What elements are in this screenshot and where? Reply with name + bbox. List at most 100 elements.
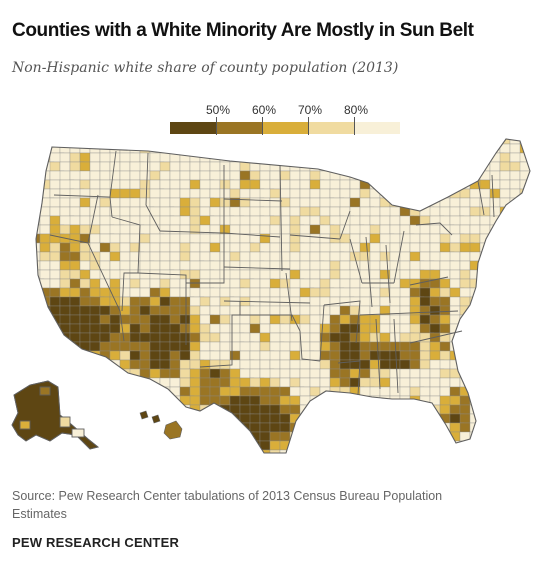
county-cell — [319, 449, 331, 453]
county-cell — [469, 152, 481, 163]
county-cell — [319, 260, 331, 271]
county-cell — [519, 422, 530, 433]
county-cell — [529, 179, 530, 190]
county-cell — [359, 395, 371, 406]
county-cell — [189, 323, 201, 334]
state-border-line — [223, 266, 291, 270]
county-cell — [39, 332, 51, 343]
county-cell — [439, 359, 451, 370]
county-cell — [190, 459, 204, 468]
county-cell — [119, 431, 131, 442]
county-cell — [389, 368, 401, 379]
county-cell — [319, 269, 331, 280]
county-cell — [269, 197, 281, 208]
county-cell — [419, 188, 431, 199]
county-cell — [109, 332, 121, 343]
county-cell — [36, 152, 45, 163]
county-cell — [260, 459, 270, 468]
county-cell — [359, 305, 371, 316]
county-cell — [309, 449, 321, 453]
county-cell — [509, 440, 521, 451]
county-cell — [149, 305, 161, 316]
county-cell — [36, 179, 41, 190]
county-cell — [129, 422, 141, 433]
county-cell — [359, 188, 371, 199]
county-cell — [239, 152, 251, 163]
county-cell — [119, 404, 131, 415]
county-cell — [179, 413, 195, 424]
county-cell — [469, 161, 481, 172]
county-cell — [279, 449, 291, 453]
county-cell — [109, 395, 121, 406]
county-cell — [469, 323, 485, 334]
county-cell — [99, 332, 111, 343]
county-cell — [349, 323, 361, 334]
county-cell — [499, 341, 511, 352]
county-cell — [499, 404, 515, 415]
county-cell — [99, 170, 111, 181]
county-cell — [329, 224, 341, 235]
county-cell — [39, 224, 51, 235]
county-cell — [440, 459, 450, 468]
county-cell — [419, 161, 435, 172]
county-cell — [379, 296, 391, 307]
county-cell — [49, 188, 61, 199]
county-cell — [279, 341, 291, 352]
county-cell — [529, 242, 530, 253]
county-cell — [209, 440, 221, 451]
county-cell — [249, 170, 261, 181]
county-cell — [479, 287, 491, 298]
county-cell — [439, 170, 451, 181]
county-cell — [269, 233, 281, 244]
county-cell — [459, 224, 471, 235]
county-cell — [519, 242, 530, 253]
county-cell — [419, 314, 431, 325]
county-cell — [36, 143, 41, 154]
county-cell — [429, 188, 441, 199]
county-cell — [199, 170, 211, 181]
county-cell — [130, 459, 140, 468]
county-cell — [269, 224, 281, 235]
county-cell — [109, 139, 121, 145]
county-cell — [369, 323, 381, 334]
county-cell — [259, 377, 271, 388]
county-cell — [99, 161, 111, 172]
county-cell — [499, 449, 511, 453]
county-cell — [499, 233, 511, 244]
county-cell — [349, 215, 361, 226]
county-cell — [169, 233, 181, 244]
county-cell — [99, 139, 115, 145]
county-cell — [49, 368, 65, 379]
county-cell — [479, 242, 491, 253]
county-cell — [419, 242, 431, 253]
county-cell — [319, 152, 335, 163]
county-cell — [79, 152, 91, 163]
county-cell — [489, 350, 501, 361]
county-cell — [359, 233, 371, 244]
county-cell — [469, 359, 481, 370]
county-cell — [189, 368, 201, 379]
county-cell — [69, 197, 81, 208]
county-cell — [449, 179, 461, 190]
county-cell — [449, 296, 461, 307]
county-cell — [219, 206, 231, 217]
county-cell — [489, 287, 505, 298]
county-cell — [79, 395, 91, 406]
county-cell — [59, 404, 71, 415]
county-cell — [99, 206, 111, 217]
county-cell — [529, 188, 530, 199]
county-cell — [469, 341, 481, 352]
county-cell — [69, 368, 81, 379]
county-cell — [219, 242, 231, 253]
county-cell — [369, 341, 381, 352]
county-cell — [209, 377, 221, 388]
county-cell — [229, 359, 241, 370]
county-cell — [349, 233, 361, 244]
state-border-line — [319, 304, 325, 362]
county-cell — [450, 459, 460, 468]
county-cell — [429, 431, 441, 442]
county-cell — [529, 323, 530, 334]
county-cell — [519, 197, 530, 208]
county-cell — [229, 206, 241, 217]
county-cell — [329, 188, 341, 199]
